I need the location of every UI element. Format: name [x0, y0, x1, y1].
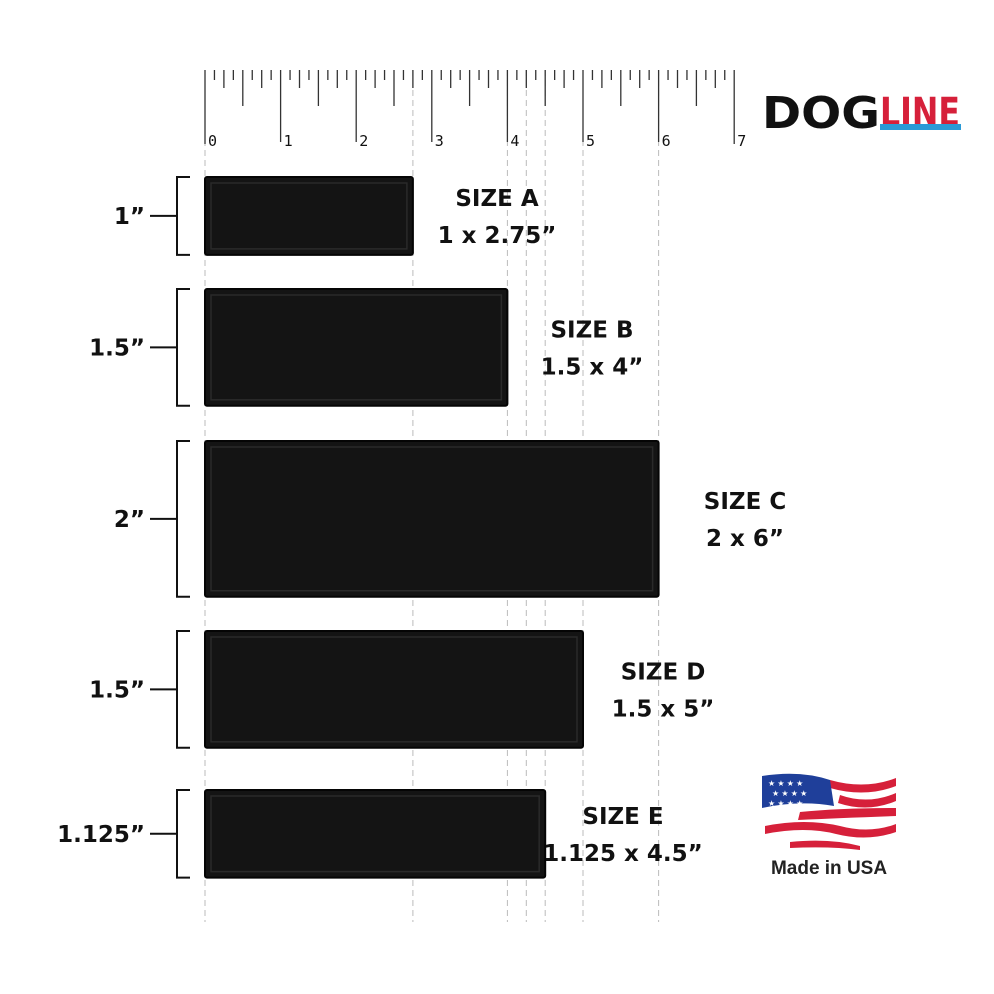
size-name: SIZE B	[550, 317, 633, 343]
size-dimensions: 2 x 6”	[706, 526, 784, 552]
height-bracket	[150, 630, 190, 749]
ruler-label: 6	[662, 132, 671, 150]
height-label: 1.5”	[89, 335, 145, 361]
size-name: SIZE A	[455, 186, 539, 212]
svg-text:★ ★ ★ ★: ★ ★ ★ ★	[768, 799, 803, 808]
size-dimensions: 1 x 2.75”	[438, 223, 557, 249]
patch-stitching	[210, 795, 540, 873]
height-label: 1.125”	[57, 822, 145, 848]
logo-underline	[880, 124, 961, 130]
made-in-usa-badge: ★ ★ ★ ★★ ★ ★ ★★ ★ ★ ★ Made in USA	[762, 773, 896, 879]
patch	[204, 789, 547, 879]
patch-size-d: 1.5” SIZE D 1.5 x 5”	[89, 630, 715, 749]
size-name: SIZE E	[582, 804, 663, 830]
ruler-label: 7	[737, 132, 746, 150]
ruler: 0 1 2 3 4 5 6 7	[204, 70, 746, 150]
height-bracket	[150, 789, 190, 879]
svg-text:★ ★ ★ ★: ★ ★ ★ ★	[768, 779, 803, 788]
height-label: 2”	[114, 507, 145, 533]
patch-size-c: 2” SIZE C 2 x 6”	[114, 440, 786, 598]
patch	[204, 440, 660, 598]
height-bracket	[150, 288, 190, 407]
ruler-label: 1	[284, 132, 293, 150]
height-label: 1”	[114, 204, 145, 230]
dogline-logo: DOG LINE	[762, 88, 961, 139]
patches: 1” SIZE A 1 x 2.75” 1.5” SIZE B 1.5 x 4” 2” SIZ…	[57, 176, 786, 879]
logo-dog: DOG	[762, 88, 880, 139]
size-name: SIZE D	[621, 659, 706, 685]
size-name: SIZE C	[704, 489, 786, 515]
ruler-label: 3	[435, 132, 444, 150]
patch-stitching	[210, 636, 578, 743]
patch-stitching	[210, 182, 408, 250]
us-flag-icon: ★ ★ ★ ★★ ★ ★ ★★ ★ ★ ★	[762, 773, 896, 850]
height-bracket	[150, 440, 190, 598]
ruler-label: 2	[359, 132, 368, 150]
made-in-usa-text: Made in USA	[771, 858, 887, 879]
ruler-label: 5	[586, 132, 595, 150]
size-dimensions: 1.5 x 4”	[541, 354, 644, 380]
ruler-label: 0	[208, 132, 217, 150]
patch	[204, 176, 414, 256]
height-bracket	[150, 176, 190, 256]
ruler-label: 4	[510, 132, 519, 150]
patch-size-e: 1.125” SIZE E 1.125 x 4.5”	[57, 789, 703, 879]
patch-stitching	[210, 294, 503, 401]
patch	[204, 630, 584, 749]
height-label: 1.5”	[89, 677, 145, 703]
patch	[204, 288, 509, 407]
patch-stitching	[210, 446, 654, 592]
svg-text:★ ★ ★ ★: ★ ★ ★ ★	[772, 789, 807, 798]
size-dimensions: 1.125 x 4.5”	[543, 841, 702, 867]
size-dimensions: 1.5 x 5”	[612, 696, 715, 722]
patch-size-a: 1” SIZE A 1 x 2.75”	[114, 176, 557, 256]
patch-size-b: 1.5” SIZE B 1.5 x 4”	[89, 288, 644, 407]
